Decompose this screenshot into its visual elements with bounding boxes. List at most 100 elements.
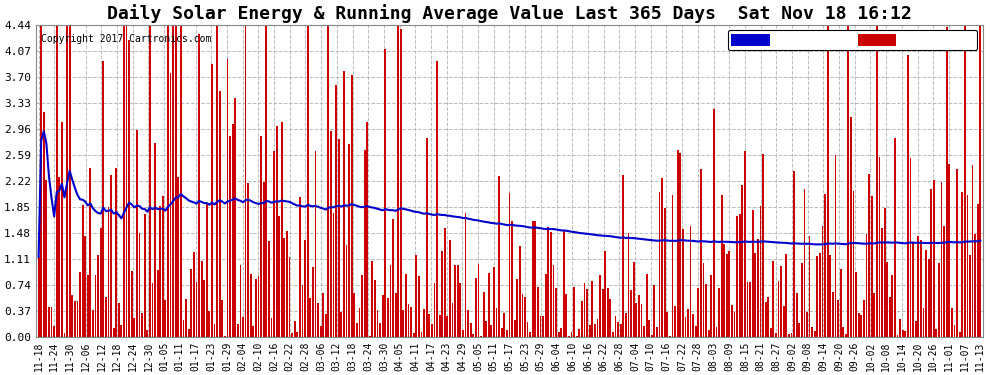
Bar bbox=[123, 25, 125, 337]
Bar bbox=[847, 25, 849, 337]
Bar bbox=[506, 330, 508, 337]
Bar bbox=[488, 273, 490, 337]
Bar bbox=[876, 25, 878, 337]
Bar bbox=[958, 332, 960, 337]
Bar bbox=[928, 259, 930, 337]
Bar bbox=[979, 25, 981, 337]
Bar bbox=[366, 123, 368, 337]
Bar bbox=[886, 262, 888, 337]
Bar bbox=[131, 271, 133, 337]
Bar bbox=[459, 283, 461, 337]
Bar bbox=[589, 325, 591, 337]
Bar bbox=[389, 265, 391, 337]
Bar bbox=[134, 318, 136, 337]
Bar bbox=[873, 293, 875, 337]
Bar bbox=[948, 164, 950, 337]
Bar bbox=[289, 257, 290, 337]
Bar bbox=[185, 298, 187, 337]
Bar bbox=[429, 314, 431, 337]
Bar bbox=[353, 293, 355, 337]
Bar bbox=[842, 327, 844, 337]
Bar bbox=[356, 323, 357, 337]
Bar bbox=[214, 324, 216, 337]
Bar bbox=[724, 244, 725, 337]
Bar bbox=[89, 168, 91, 337]
Bar bbox=[788, 334, 790, 337]
Bar bbox=[969, 255, 971, 337]
Bar bbox=[182, 321, 184, 337]
Bar bbox=[421, 332, 423, 337]
Bar bbox=[884, 208, 885, 337]
Bar bbox=[102, 61, 104, 337]
Bar bbox=[615, 316, 617, 337]
Bar bbox=[485, 321, 487, 337]
Bar bbox=[304, 240, 306, 337]
Bar bbox=[718, 288, 720, 337]
Bar bbox=[240, 266, 242, 337]
Bar bbox=[509, 193, 511, 337]
Bar bbox=[144, 214, 146, 337]
Bar bbox=[437, 61, 438, 337]
Bar bbox=[252, 326, 254, 337]
Bar bbox=[641, 304, 643, 337]
Bar bbox=[557, 333, 559, 337]
Bar bbox=[156, 270, 158, 337]
Bar bbox=[871, 196, 872, 337]
Bar bbox=[832, 292, 834, 337]
Bar bbox=[276, 126, 277, 337]
Bar bbox=[910, 159, 912, 337]
Bar bbox=[323, 293, 324, 337]
Bar bbox=[426, 138, 428, 337]
Bar bbox=[721, 195, 723, 337]
Bar bbox=[961, 192, 963, 337]
Bar bbox=[498, 176, 500, 337]
Bar bbox=[775, 333, 777, 337]
Bar bbox=[193, 252, 195, 337]
Bar bbox=[286, 231, 288, 337]
Bar bbox=[633, 262, 635, 337]
Bar bbox=[594, 324, 596, 337]
Bar bbox=[68, 25, 70, 337]
Bar bbox=[451, 303, 453, 337]
Bar bbox=[423, 309, 425, 337]
Bar bbox=[840, 269, 842, 337]
Bar bbox=[382, 295, 383, 337]
Bar bbox=[483, 292, 484, 337]
Bar bbox=[307, 25, 309, 337]
Bar bbox=[868, 174, 870, 337]
Bar bbox=[690, 226, 691, 337]
Bar bbox=[759, 207, 761, 337]
Bar bbox=[819, 253, 821, 337]
Bar bbox=[369, 336, 370, 337]
Bar bbox=[129, 40, 130, 337]
Bar bbox=[472, 334, 474, 337]
Bar bbox=[416, 255, 417, 337]
Bar bbox=[330, 130, 332, 337]
Bar bbox=[628, 233, 630, 337]
Bar bbox=[583, 284, 585, 337]
Bar bbox=[865, 234, 867, 337]
Bar bbox=[105, 297, 107, 337]
Bar bbox=[350, 75, 352, 337]
Bar bbox=[827, 25, 829, 337]
Bar bbox=[126, 25, 128, 337]
Bar bbox=[142, 313, 143, 337]
Bar bbox=[58, 177, 60, 337]
Bar bbox=[162, 196, 163, 337]
Bar bbox=[118, 303, 120, 337]
Bar bbox=[260, 136, 262, 337]
Bar bbox=[977, 204, 979, 337]
Bar bbox=[255, 279, 256, 337]
Bar bbox=[754, 253, 756, 337]
Bar bbox=[115, 168, 117, 337]
Bar bbox=[46, 180, 48, 337]
Bar bbox=[684, 317, 686, 337]
Bar bbox=[907, 55, 909, 337]
Bar bbox=[216, 25, 218, 337]
Bar bbox=[418, 276, 420, 337]
Bar bbox=[731, 305, 733, 337]
Bar bbox=[863, 300, 865, 337]
Bar bbox=[315, 151, 317, 337]
Bar bbox=[408, 304, 410, 337]
Bar bbox=[464, 213, 466, 337]
